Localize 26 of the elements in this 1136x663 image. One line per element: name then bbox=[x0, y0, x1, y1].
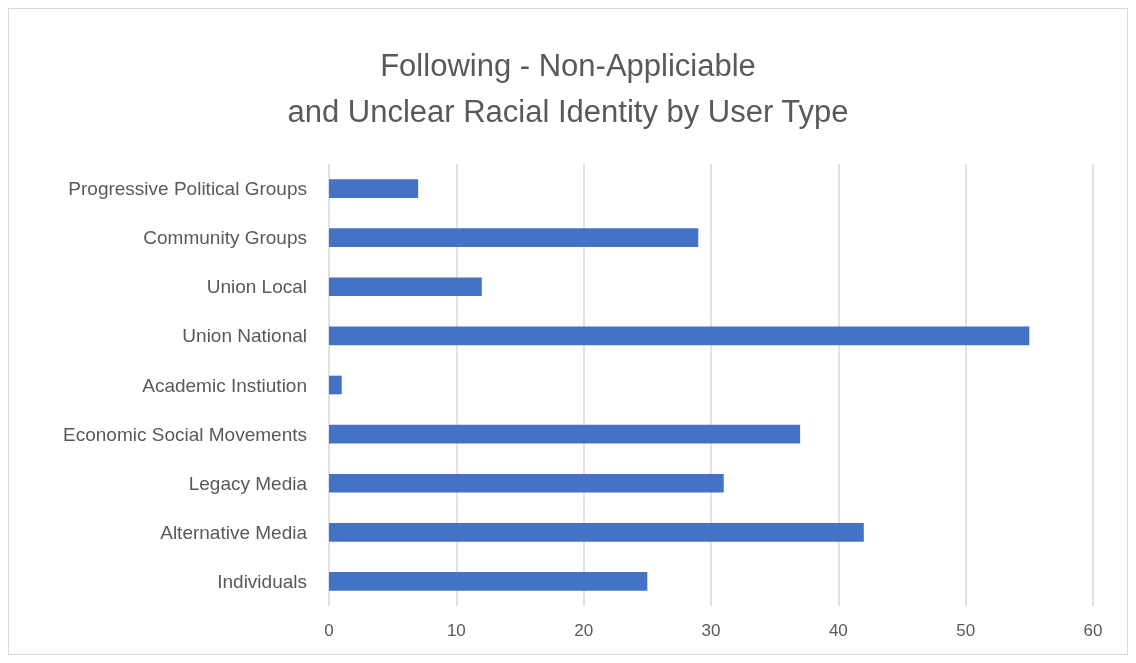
bar bbox=[329, 326, 1030, 346]
y-tick-label: Union Local bbox=[206, 276, 307, 298]
bar bbox=[329, 473, 724, 493]
y-tick-label: Economic Social Movements bbox=[63, 423, 307, 445]
x-tick-label: 10 bbox=[446, 621, 466, 640]
x-tick-label: 60 bbox=[1083, 621, 1103, 640]
x-tick-label: 30 bbox=[701, 621, 721, 640]
y-tick-label: Academic Instiution bbox=[142, 374, 307, 396]
x-tick-label: 50 bbox=[956, 621, 976, 640]
bar bbox=[329, 228, 699, 247]
x-tick-label: 20 bbox=[574, 621, 594, 640]
y-tick-label: Individuals bbox=[217, 570, 307, 592]
bar bbox=[329, 424, 801, 444]
bar bbox=[329, 572, 648, 591]
chart-title: Following - Non-Appliciable and Unclear Racial Identity by User Type bbox=[287, 47, 849, 129]
bar bbox=[329, 375, 342, 395]
bar bbox=[329, 523, 864, 542]
y-tick-label: Union National bbox=[182, 325, 307, 347]
y-tick-label: Community Groups bbox=[143, 227, 307, 249]
bar bbox=[329, 179, 419, 198]
y-tick-label: Progressive Political Groups bbox=[68, 178, 307, 200]
y-tick-label: Legacy Media bbox=[188, 472, 308, 494]
x-tick-label: 40 bbox=[828, 621, 848, 640]
y-tick-label: Alternative Media bbox=[160, 521, 308, 543]
x-tick-label: 0 bbox=[324, 621, 334, 640]
bar bbox=[329, 277, 482, 297]
